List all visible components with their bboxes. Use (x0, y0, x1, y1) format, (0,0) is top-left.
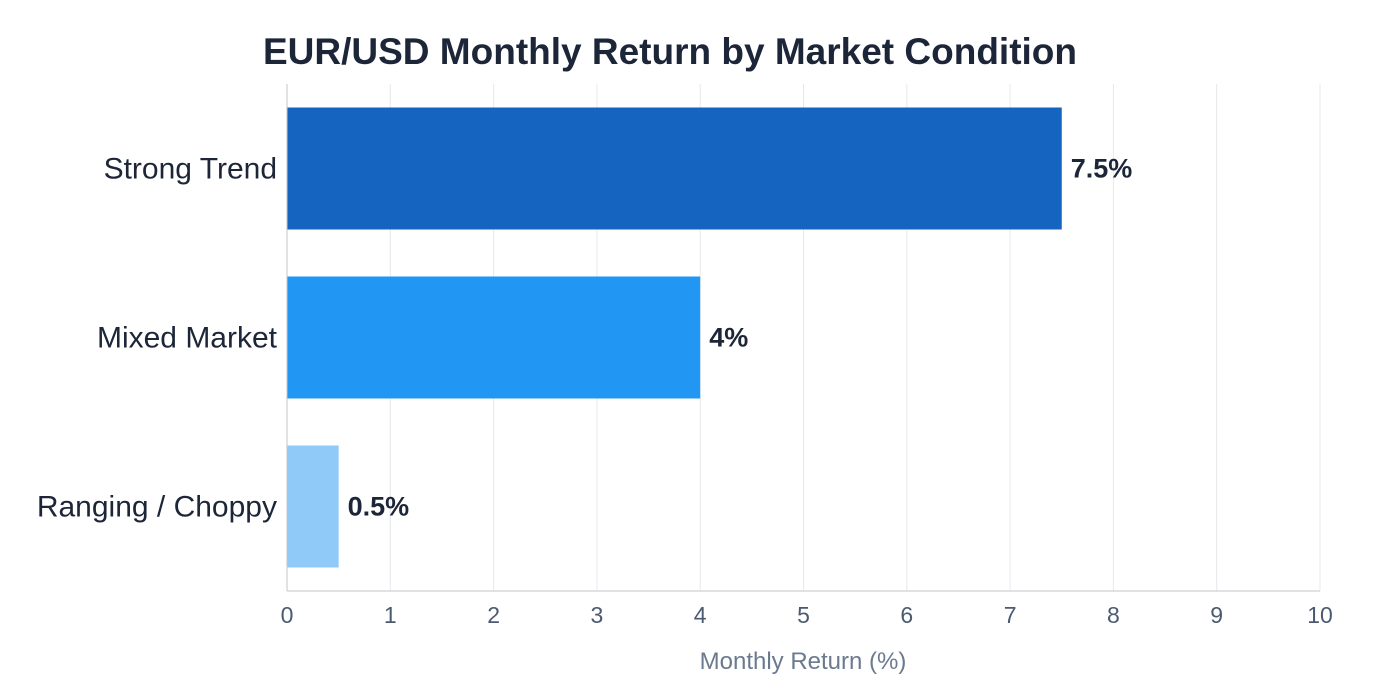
x-tick-label: 9 (1210, 602, 1223, 628)
value-labels: 7.5% 4% 0.5% (348, 154, 1133, 522)
bar (287, 107, 1062, 230)
x-tick-label: 10 (1307, 602, 1333, 628)
x-tick-label: 2 (487, 602, 500, 628)
bars (287, 107, 1062, 568)
x-tick-label: 8 (1107, 602, 1120, 628)
category-label: Mixed Market (97, 322, 278, 355)
x-tick-label: 4 (694, 602, 707, 628)
category-label: Strong Trend (104, 153, 277, 186)
value-label: 4% (709, 323, 748, 353)
x-tick-label: 3 (591, 602, 604, 628)
value-label: 7.5% (1071, 154, 1133, 184)
x-tick-label: 7 (1004, 602, 1017, 628)
x-tick-label: 6 (900, 602, 913, 628)
value-label: 0.5% (348, 492, 410, 522)
chart-title: EUR/USD Monthly Return by Market Conditi… (263, 31, 1077, 72)
x-axis-ticks: 0 1 2 3 4 5 6 7 8 9 10 (281, 602, 1333, 628)
category-labels: Strong Trend Mixed Market Ranging / Choppy (37, 153, 278, 524)
x-tick-label: 0 (281, 602, 294, 628)
category-label: Ranging / Choppy (37, 491, 277, 524)
bar (287, 445, 339, 568)
x-tick-label: 1 (384, 602, 397, 628)
x-tick-label: 5 (797, 602, 810, 628)
x-axis-title: Monthly Return (%) (700, 648, 907, 675)
bar (287, 276, 701, 399)
